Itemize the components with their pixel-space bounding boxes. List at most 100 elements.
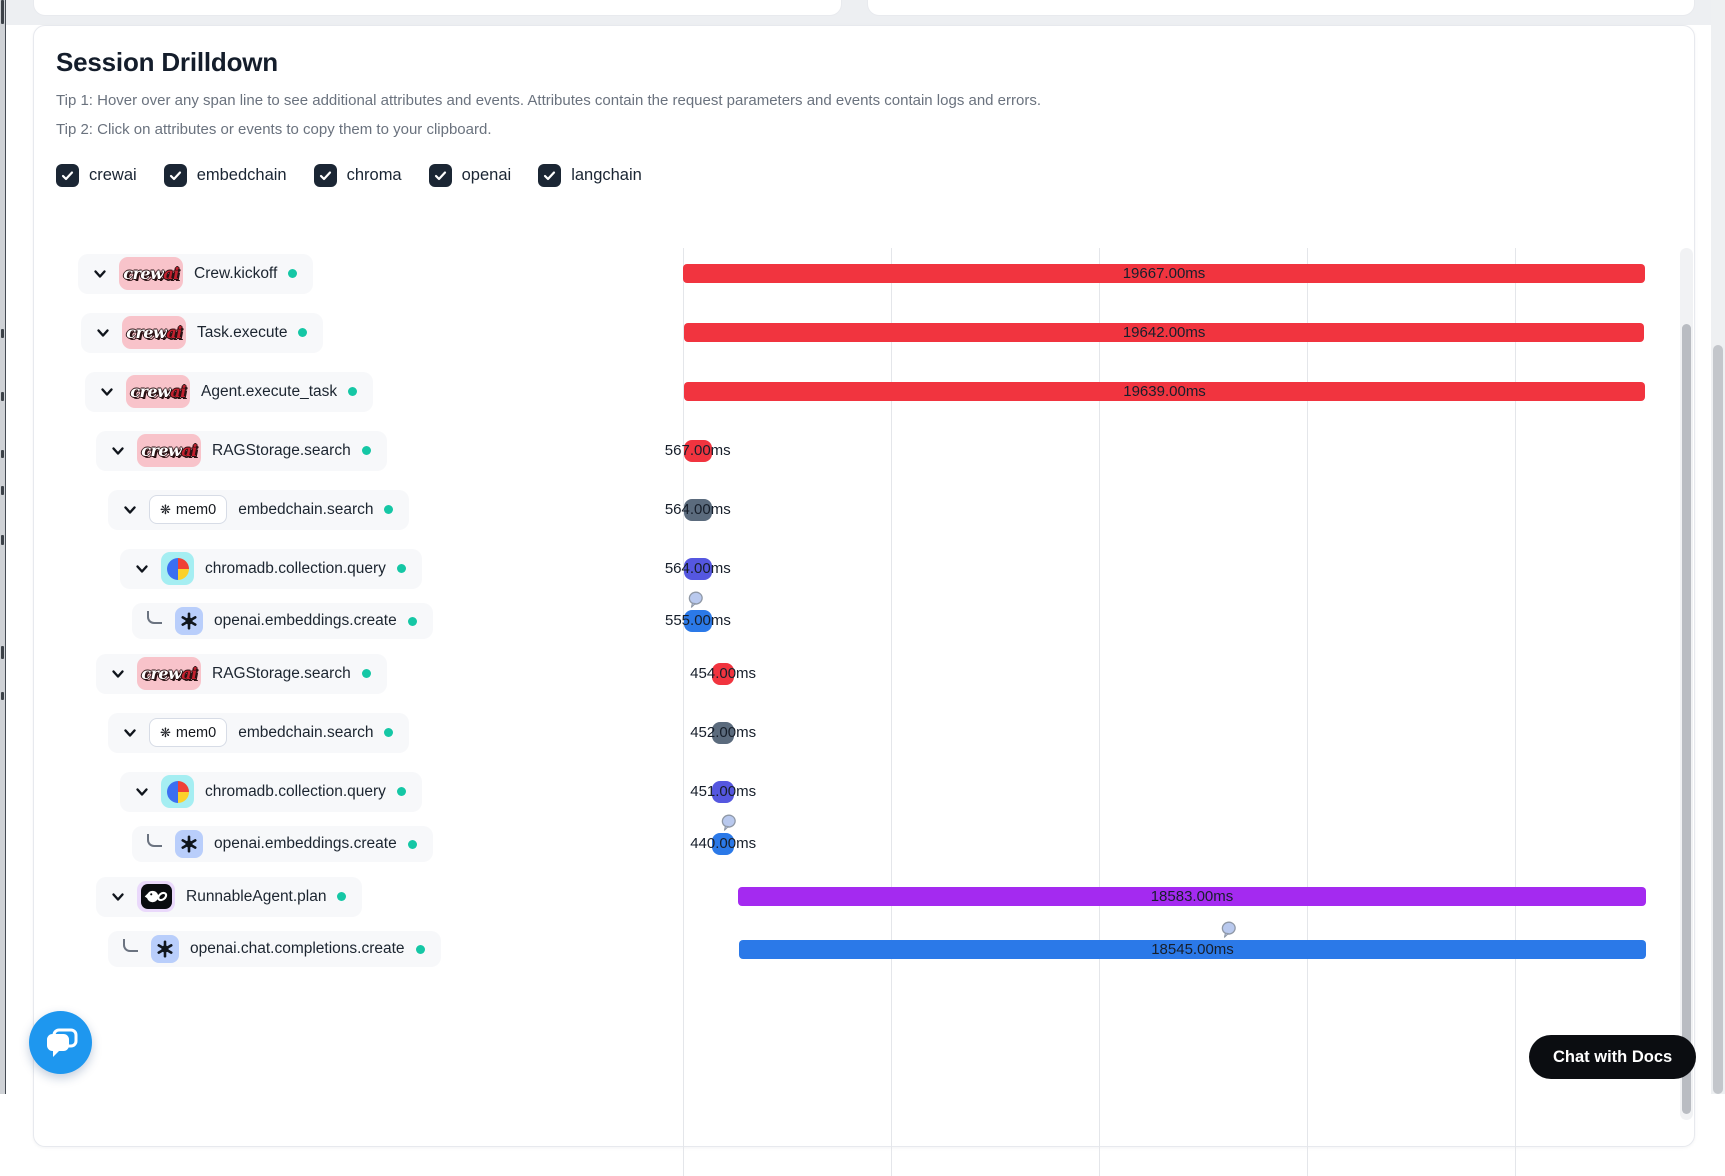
timeline-gridline (1515, 248, 1516, 1176)
crewai-logo-icon: crew ai (122, 316, 186, 349)
chevron-down-icon[interactable] (91, 265, 108, 282)
span-duration-bar[interactable] (684, 610, 712, 632)
chevron-down-icon[interactable] (109, 665, 126, 682)
status-dot (384, 505, 394, 514)
span-duration-bar[interactable] (737, 887, 1646, 906)
chevron-down-icon[interactable] (94, 324, 111, 341)
openai-logo-icon (151, 935, 179, 963)
clipped-sidebar-content-fragment (0, 392, 4, 401)
timeline-gridline (1307, 248, 1308, 1176)
event-speech-bubble-icon[interactable] (1219, 920, 1238, 944)
clipped-sidebar-content-fragment (0, 329, 4, 338)
chevron-down-icon[interactable] (121, 501, 138, 518)
chat-widget-button[interactable] (29, 1011, 92, 1074)
span-label-pill[interactable]: openai.embeddings.create (132, 603, 433, 639)
span-name-label: embedchain.search (238, 500, 374, 518)
span-label-pill[interactable]: crew ai RAGStorage.search (96, 653, 387, 694)
crewai-logo-icon: crew ai (137, 434, 201, 467)
span-duration-label: 440.00ms (690, 835, 757, 852)
chevron-down-icon[interactable] (109, 888, 126, 905)
status-dot (407, 616, 417, 626)
trace-waterfall-chart: crew ai Crew.kickoff 19667.00ms crew ai Task.e… (34, 223, 1694, 1176)
span-duration-label: 567.00ms (664, 441, 731, 459)
filter-checkbox-chroma[interactable]: chroma (313, 164, 402, 187)
checkbox-checked-icon[interactable] (163, 164, 187, 187)
filter-checkbox-langchain[interactable]: langchain (538, 164, 642, 187)
chevron-down-icon[interactable] (121, 724, 138, 741)
chevron-down-icon[interactable] (133, 560, 150, 577)
timeline-gridline (683, 248, 684, 1176)
span-row-chromadb.collection.query: chromadb.collection.query 564.00ms (34, 539, 1694, 598)
status-dot (396, 787, 406, 796)
span-duration-bar[interactable] (683, 439, 712, 462)
span-row-embedchain.search: ❋ mem0 embedchain.search 564.00ms (34, 480, 1694, 539)
span-duration-bar[interactable] (712, 833, 734, 855)
chroma-logo-icon (161, 552, 194, 585)
span-label-pill[interactable]: openai.embeddings.create (132, 826, 433, 862)
filter-checkbox-embedchain[interactable]: embedchain (163, 164, 287, 187)
span-duration-label: 564.00ms (664, 559, 731, 577)
chevron-down-icon[interactable] (98, 383, 115, 400)
window-scrollbar-thumb[interactable] (1713, 345, 1723, 1094)
status-dot (288, 269, 298, 278)
tip-2-text: Tip 2: Click on attributes or events to … (56, 121, 492, 138)
span-duration-bar[interactable] (683, 323, 1645, 342)
langchain-logo-icon (137, 881, 175, 912)
status-dot (361, 669, 371, 678)
span-duration-bar[interactable] (683, 498, 712, 521)
filter-checkbox-openai[interactable]: openai (428, 164, 511, 187)
mem0-logo-icon: ❋ mem0 (149, 718, 228, 747)
span-row-embedchain.search: ❋ mem0 embedchain.search 452.00ms (34, 703, 1694, 762)
event-speech-bubble-icon[interactable] (686, 590, 705, 614)
chat-with-docs-label: Chat with Docs (1553, 1047, 1673, 1066)
span-label-pill[interactable]: ❋ mem0 embedchain.search (108, 489, 410, 530)
span-label-pill[interactable]: ❋ mem0 embedchain.search (108, 712, 410, 753)
clipped-sidebar-content-fragment (0, 450, 4, 458)
checkbox-checked-icon[interactable] (56, 164, 79, 187)
span-label-pill[interactable]: crew ai RAGStorage.search (96, 430, 387, 471)
chat-with-docs-button[interactable]: Chat with Docs (1529, 1035, 1697, 1079)
span-duration-bar[interactable] (684, 382, 1645, 401)
filter-checkbox-crewai[interactable]: crewai (56, 164, 137, 187)
span-row-Agent.execute_task: crew ai Agent.execute_task 19639.00ms (34, 362, 1694, 421)
event-speech-bubble-icon[interactable] (719, 813, 738, 837)
tip-1-text: Tip 1: Hover over any span line to see a… (56, 92, 1042, 109)
span-duration-bar[interactable] (712, 721, 735, 744)
span-label-pill[interactable]: crew ai Task.execute (81, 312, 324, 353)
span-row-Task.execute: crew ai Task.execute 19642.00ms (34, 303, 1694, 362)
timeline-gridline (891, 248, 892, 1176)
span-duration-bar[interactable] (683, 557, 712, 580)
span-label-pill[interactable]: crew ai Crew.kickoff (78, 253, 314, 294)
span-row-openai.chat.completions.create: openai.chat.completions.create 18545.00ms (34, 921, 1694, 972)
status-dot (407, 839, 417, 849)
status-dot (337, 892, 347, 901)
span-name-label: RAGStorage.search (212, 664, 351, 682)
span-duration-label: 555.00ms (665, 612, 731, 629)
tree-elbow-connector-icon (123, 939, 138, 952)
status-dot (361, 446, 371, 455)
span-row-Crew.kickoff: crew ai Crew.kickoff 19667.00ms (34, 244, 1694, 303)
span-label-pill[interactable]: chromadb.collection.query (120, 548, 422, 589)
checkbox-checked-icon[interactable] (313, 164, 337, 187)
clipped-sidebar-content-fragment (0, 535, 4, 545)
span-label-pill[interactable]: RunnableAgent.plan (96, 876, 363, 917)
span-name-label: openai.chat.completions.create (190, 940, 405, 957)
checkbox-checked-icon[interactable] (428, 164, 452, 187)
span-duration-label: 454.00ms (690, 664, 757, 682)
span-label-pill[interactable]: chromadb.collection.query (120, 771, 422, 812)
chevron-down-icon[interactable] (133, 783, 150, 800)
span-label-pill[interactable]: crew ai Agent.execute_task (85, 371, 374, 412)
span-duration-bar[interactable] (739, 939, 1646, 959)
span-duration-bar[interactable] (712, 662, 735, 685)
span-label-pill[interactable]: openai.chat.completions.create (108, 931, 441, 967)
clipped-sidebar-content-fragment (0, 692, 4, 700)
tree-elbow-connector-icon (147, 834, 162, 847)
span-duration-bar[interactable] (712, 780, 735, 803)
chevron-down-icon[interactable] (109, 442, 126, 459)
checkbox-checked-icon[interactable] (538, 164, 562, 187)
span-row-openai.embeddings.create: openai.embeddings.create 555.00ms (34, 591, 1694, 644)
span-name-label: embedchain.search (238, 723, 374, 741)
chart-scrollbar-thumb[interactable] (1682, 324, 1691, 1114)
clipped-sidebar-content-fragment (0, 646, 4, 659)
span-duration-bar[interactable] (683, 264, 1645, 283)
